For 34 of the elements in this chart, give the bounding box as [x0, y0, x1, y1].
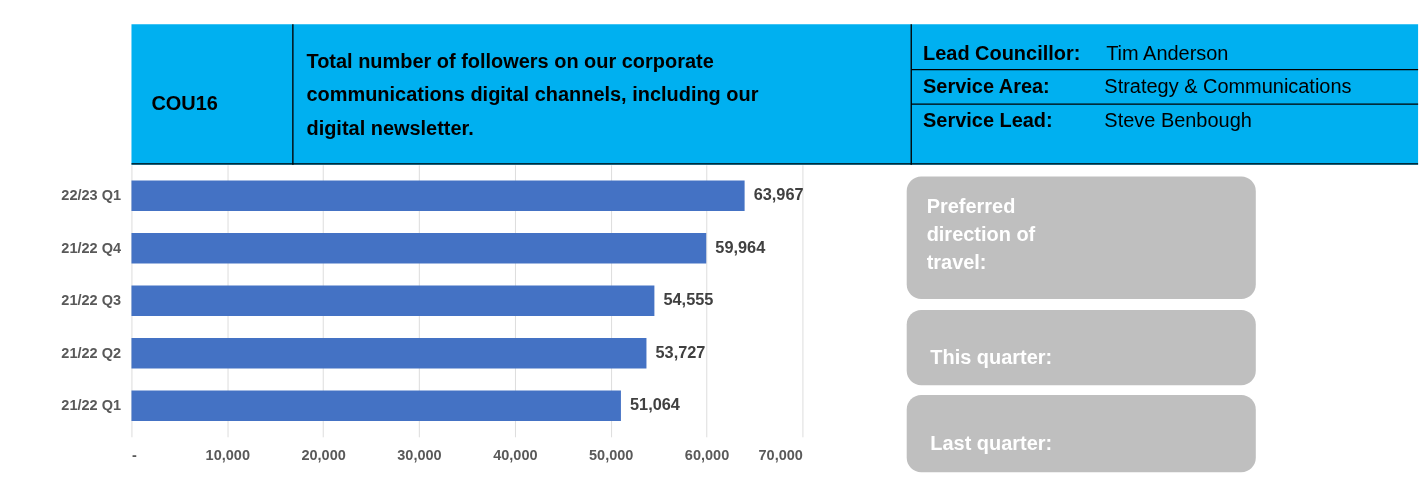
y-tick-label: 21/22 Q1: [61, 397, 122, 414]
data-label: 53,727: [655, 342, 706, 361]
text: This quarter:: [930, 346, 1053, 369]
bar: [131, 180, 745, 212]
y-tick-label: 21/22 Q3: [61, 292, 122, 309]
x-tick-label: 30,000: [397, 446, 442, 463]
x-tick-label: 20,000: [301, 446, 346, 463]
bar: [131, 338, 647, 369]
bar: [131, 233, 707, 264]
x-tick-label: 70,000: [758, 446, 803, 463]
text: Service Area:: [923, 75, 1050, 98]
x-tick-label: 50,000: [589, 446, 634, 463]
text: Tim Anderson: [1106, 41, 1229, 64]
text: Last quarter:: [930, 432, 1053, 455]
text: Lead Councillor:: [923, 41, 1081, 64]
text: Strategy & Communications: [1104, 75, 1352, 98]
data-label: 59,964: [715, 237, 766, 256]
x-tick-label: 60,000: [684, 446, 730, 463]
text: COU16: [151, 91, 218, 114]
bar: [131, 285, 655, 317]
text: Service Lead:: [923, 108, 1053, 131]
chart-title: Total number of followers on our corporate communications digital channels, including our digital newsletter.: [306, 49, 759, 139]
y-tick-label: 21/22 Q2: [61, 344, 122, 361]
y-tick-label: 21/22 Q4: [61, 239, 122, 256]
data-label: 54,555: [663, 290, 714, 309]
x-tick-label: 10,000: [205, 446, 250, 463]
x-tick-label: -: [131, 446, 137, 463]
y-tick-label: 22/23 Q1: [61, 187, 122, 204]
data-label: 51,064: [630, 395, 680, 414]
x-tick-label: 40,000: [493, 446, 538, 463]
data-label: 63,967: [753, 185, 804, 204]
text: Preferred direction of travel:: [926, 194, 1036, 274]
bar: [131, 390, 621, 422]
text: Steve Benbough: [1104, 108, 1252, 131]
